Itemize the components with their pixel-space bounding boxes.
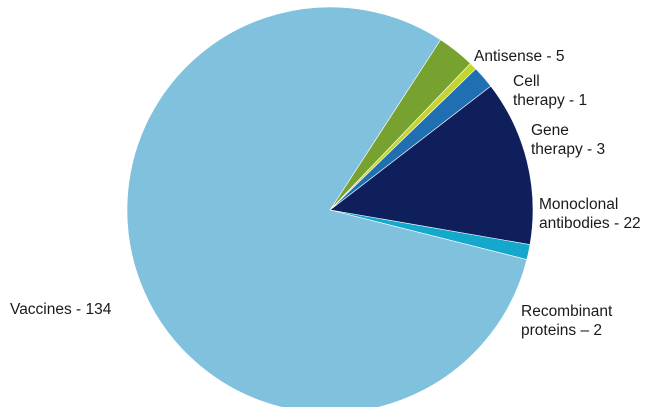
pie-labels: Antisense - 5 Cell therapy - 1 Gene therapy … <box>10 48 641 339</box>
slice-label-1: Cell therapy - 1 <box>513 73 587 109</box>
slice-label-line: Recombinant <box>521 303 613 320</box>
pie-slice-3 <box>329 85 534 245</box>
slice-label-3: Monoclonal antibodies - 22 <box>539 196 641 232</box>
slice-label-2: Gene therapy - 3 <box>531 122 605 158</box>
slice-label-0: Antisense - 5 <box>474 48 564 65</box>
slice-label-line: Vaccines - 134 <box>10 301 112 318</box>
slice-label-line: Monoclonal <box>539 196 618 213</box>
pie-slice-5 <box>126 6 528 407</box>
slice-label-4: Recombinant proteins – 2 <box>521 303 613 339</box>
slice-label-line: Cell <box>513 73 540 90</box>
slice-label-5: Vaccines - 134 <box>10 301 112 318</box>
slice-label-line: Gene <box>531 122 569 139</box>
pie-slices <box>126 6 534 407</box>
slice-label-line: proteins – 2 <box>521 322 602 339</box>
slice-label-line: therapy - 1 <box>513 92 587 109</box>
slice-label-line: antibodies - 22 <box>539 215 641 232</box>
slice-label-line: Antisense - 5 <box>474 48 564 65</box>
slice-label-line: therapy - 3 <box>531 141 605 158</box>
